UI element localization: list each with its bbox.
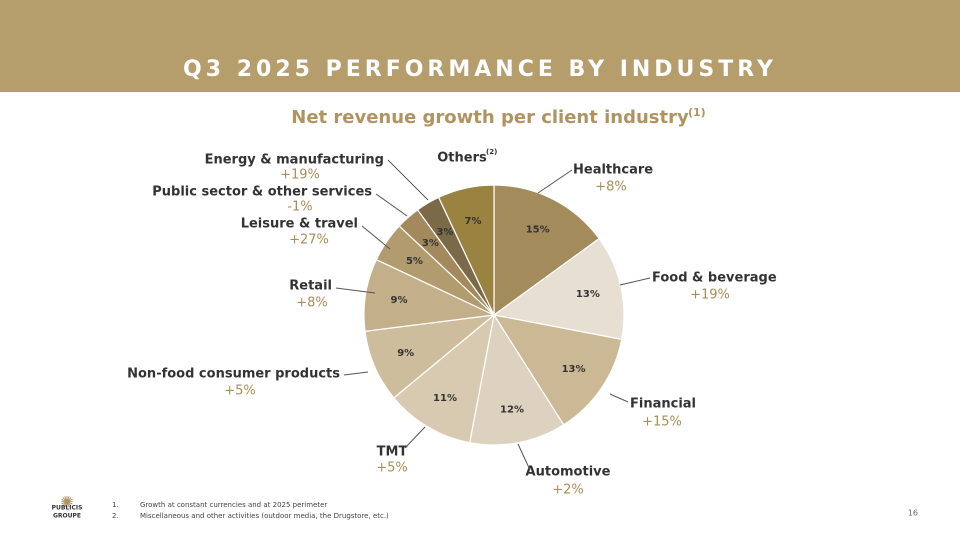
slice-label: 9%	[397, 348, 414, 359]
category-label: Energy & manufacturing	[205, 153, 384, 168]
labels: Healthcare +8% Food & beverage +19% Financia…	[127, 148, 777, 498]
leader-line	[404, 426, 426, 449]
slide-title: Q3 2025 PERFORMANCE BY INDUSTRY	[183, 57, 777, 82]
category-label: Public sector & other services	[152, 185, 372, 200]
pie-slice	[492, 314, 623, 426]
chart-title: Net revenue growth per client industry	[291, 107, 689, 128]
growth-label: +19%	[280, 168, 320, 183]
category-label: Financial	[630, 397, 696, 412]
growth-label: +27%	[289, 233, 329, 248]
slice-label: 13%	[562, 364, 586, 375]
slice-label: 15%	[526, 224, 550, 235]
slice-label: 11%	[433, 393, 457, 404]
category-label: TMT	[377, 445, 408, 460]
slice-label: 12%	[500, 404, 524, 415]
pie-slice	[392, 313, 495, 444]
category-label: Non-food consumer products	[127, 367, 340, 382]
category-note: (2)	[486, 148, 497, 156]
pie-slice	[468, 313, 565, 446]
footnote-number: 1.	[112, 501, 119, 509]
leader-line	[343, 371, 369, 376]
page-number: 16	[908, 509, 918, 518]
logo-text: PUBLICIS	[52, 505, 83, 512]
leader-line	[375, 193, 408, 217]
logo-text: GROUPE	[53, 513, 81, 520]
title-note: (1)	[688, 106, 706, 119]
leader-line	[609, 393, 629, 403]
slice-label: 13%	[576, 289, 600, 300]
growth-label: -1%	[287, 200, 312, 215]
category-label: Leisure & travel	[241, 217, 358, 232]
growth-label: +8%	[595, 180, 627, 195]
growth-label: +15%	[642, 415, 682, 430]
leader-line	[619, 277, 651, 286]
slice-label: 5%	[406, 256, 423, 267]
pie: 15% 13% 13% 12% 11% 9% 9% 5% 3%3% 7%	[363, 184, 625, 446]
category-label: Food & beverage	[652, 271, 777, 286]
leader-line	[517, 443, 531, 471]
category-label: Automotive	[526, 465, 611, 480]
pie-slice	[493, 184, 601, 317]
logo-mark: ✺	[60, 493, 73, 512]
footnote: Growth at constant currencies and at 202…	[140, 501, 327, 509]
footnote: Miscellaneous and other activities (outd…	[140, 512, 389, 520]
slice-label: 9%	[390, 295, 407, 306]
growth-label: +5%	[376, 461, 408, 476]
footnote-number: 2.	[112, 512, 119, 520]
category-label: Retail	[289, 279, 332, 294]
header-band	[0, 0, 960, 92]
slice-label: 7%	[465, 216, 482, 227]
category-label: Others	[437, 151, 487, 166]
growth-label: +8%	[296, 296, 328, 311]
leader-line	[361, 225, 391, 250]
growth-label: +2%	[552, 483, 584, 498]
slice-label: 3%	[422, 238, 439, 249]
slice-label: 3%	[437, 227, 454, 238]
growth-label: +5%	[224, 384, 256, 399]
leader-line	[537, 169, 573, 194]
category-label: Healthcare	[573, 163, 653, 178]
leader-line	[387, 159, 429, 201]
pie-slice	[437, 184, 495, 316]
growth-label: +19%	[690, 288, 730, 303]
leader-line	[335, 287, 376, 294]
pie-slice	[492, 237, 625, 341]
